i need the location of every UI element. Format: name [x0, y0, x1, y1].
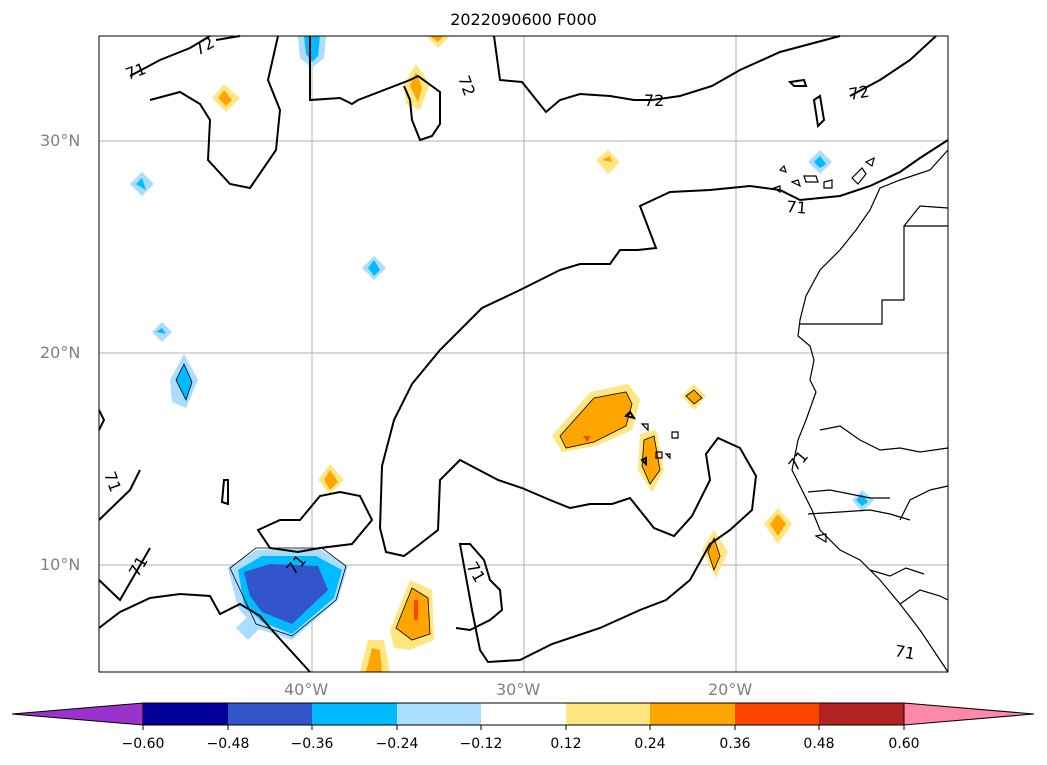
negative-anomaly-fills — [130, 36, 874, 640]
map-frame — [98, 35, 949, 673]
colorbar-tick-label: −0.12 — [459, 736, 503, 752]
colorbar-segment — [819, 703, 904, 725]
colorbar-segment — [650, 703, 735, 725]
colorbar-extend-low — [11, 702, 144, 726]
contour-lines — [98, 35, 949, 673]
contour-label: 72 — [847, 82, 870, 104]
positive-anomaly-fills — [212, 36, 792, 672]
lon-label-30w: 30°W — [496, 680, 541, 699]
colorbar-tick-label: −0.24 — [375, 736, 419, 752]
map-title: 2022090600 F000 — [450, 10, 597, 29]
colorbar-segment — [228, 703, 312, 725]
colorbar-tick-label: −0.36 — [290, 736, 334, 752]
colorbar-segment — [143, 703, 228, 725]
colorbar-tick-label: 0.48 — [803, 736, 835, 752]
contour-label: 72 — [644, 91, 664, 110]
lat-label-10n: 10°N — [40, 555, 81, 574]
colorbar-segment — [735, 703, 819, 725]
colorbar-tick-label: −0.60 — [121, 736, 165, 752]
colorbar-tick-label: 0.24 — [634, 736, 666, 752]
contour-label: 71 — [893, 641, 916, 663]
contour-label: 71 — [786, 197, 808, 218]
colorbar-segment — [312, 703, 397, 725]
lon-label-20w: 20°W — [708, 680, 753, 699]
colorbar-extend-high — [903, 702, 1035, 726]
colorbar — [11, 702, 1035, 730]
colorbar-tick-label: −0.48 — [206, 736, 250, 752]
lon-label-40w: 40°W — [284, 680, 329, 699]
colorbar-segment — [397, 703, 481, 725]
anomaly-outlines — [175, 363, 721, 641]
colorbar-segment — [481, 703, 566, 725]
colorbar-segment — [566, 703, 650, 725]
coastlines — [640, 149, 949, 673]
colorbar-tick-label: 0.60 — [888, 736, 920, 752]
colorbar-tick-label: 0.12 — [550, 736, 582, 752]
lat-label-30n: 30°N — [40, 131, 81, 150]
colorbar-frame — [142, 702, 905, 726]
lat-label-20n: 20°N — [40, 343, 81, 362]
colorbar-tick-label: 0.36 — [719, 736, 751, 752]
